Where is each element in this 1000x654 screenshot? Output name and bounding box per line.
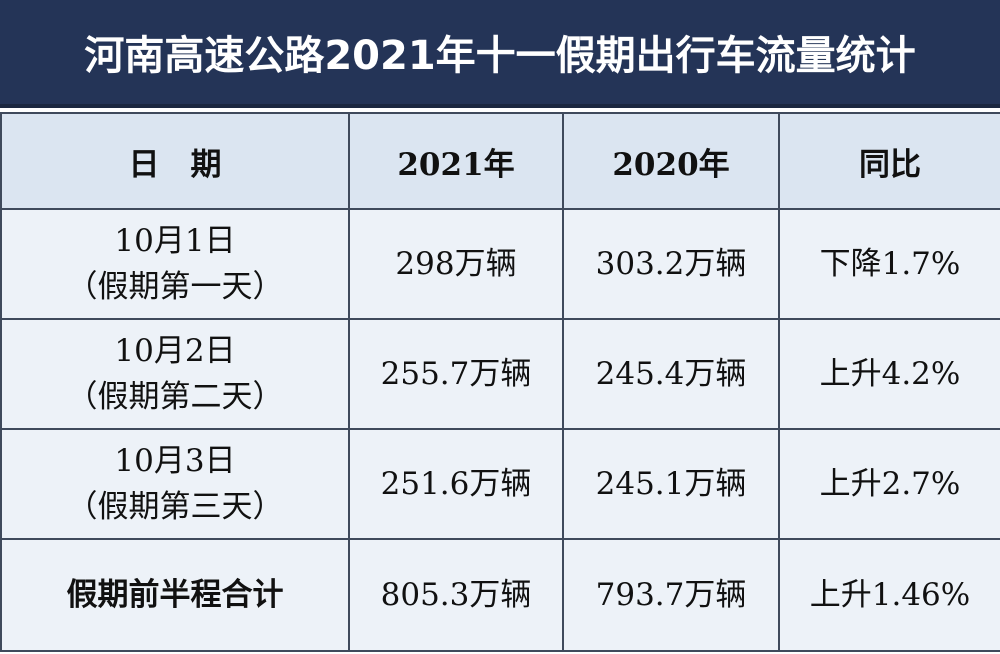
cell-line: 10月1日 (114, 223, 236, 259)
table-row: 10月2日 （假期第二天） 255.7万辆 245.4万辆 上升4.2% (0, 318, 1000, 430)
table-row: 10月1日 （假期第一天） 298万辆 303.2万辆 下降1.7% (0, 208, 1000, 320)
table-cell: 298万辆 (348, 208, 564, 320)
table-cell: 10月2日 （假期第二天） (0, 318, 350, 430)
data-table: 日 期 2021年 2020年 同比 10月1日 （假期第一天） 298万辆 303.2万辆… (0, 112, 1000, 652)
column-header: 2021年 (348, 112, 564, 210)
title-bar: 河南高速公路2021年十一假期出行车流量统计 (0, 0, 1000, 108)
table-cell: 793.7万辆 (562, 538, 780, 652)
column-header: 同比 (778, 112, 1000, 210)
table-cell: 下降1.7% (778, 208, 1000, 320)
table-cell: 10月3日 （假期第三天） (0, 428, 350, 540)
table-cell: 10月1日 （假期第一天） (0, 208, 350, 320)
cell-line: （假期第三天） (66, 489, 284, 525)
cell-line: （假期第一天） (66, 269, 284, 305)
cell-line: 10月2日 (114, 333, 236, 369)
table-row: 假期前半程合计 805.3万辆 793.7万辆 上升1.46% (0, 538, 1000, 652)
cell-line: 10月3日 (114, 443, 236, 479)
column-header: 日 期 (0, 112, 350, 210)
table-cell: 805.3万辆 (348, 538, 564, 652)
table-cell: 上升2.7% (778, 428, 1000, 540)
table-cell: 上升4.2% (778, 318, 1000, 430)
table-cell: 假期前半程合计 (0, 538, 350, 652)
column-header: 2020年 (562, 112, 780, 210)
header-row: 日 期 2021年 2020年 同比 (0, 112, 1000, 210)
table-cell: 245.1万辆 (562, 428, 780, 540)
cell-line: 假期前半程合计 (66, 577, 284, 613)
cell-line: （假期第二天） (66, 379, 284, 415)
table-row: 10月3日 （假期第三天） 251.6万辆 245.1万辆 上升2.7% (0, 428, 1000, 540)
table-cell: 245.4万辆 (562, 318, 780, 430)
table-cell: 251.6万辆 (348, 428, 564, 540)
table-cell: 255.7万辆 (348, 318, 564, 430)
title: 河南高速公路2021年十一假期出行车流量统计 (84, 33, 916, 79)
table-cell: 上升1.46% (778, 538, 1000, 652)
table-cell: 303.2万辆 (562, 208, 780, 320)
